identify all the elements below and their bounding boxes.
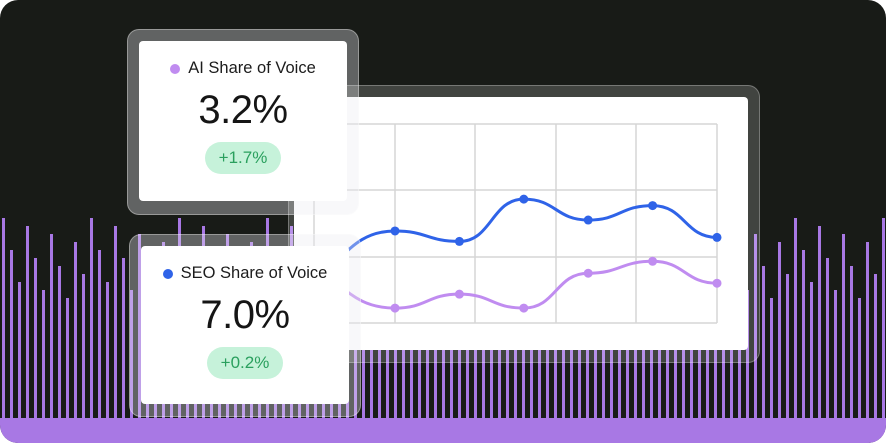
stripe bbox=[850, 266, 853, 443]
stripe bbox=[106, 282, 109, 443]
line-chart-panel bbox=[294, 97, 748, 350]
stripe bbox=[658, 290, 661, 443]
stripe bbox=[18, 282, 21, 443]
stripe bbox=[482, 290, 485, 443]
stripe bbox=[410, 266, 413, 443]
stripe bbox=[474, 258, 477, 443]
stripe bbox=[82, 274, 85, 443]
stripe bbox=[866, 242, 869, 443]
stripe bbox=[570, 290, 573, 443]
stripe bbox=[762, 266, 765, 443]
stripe bbox=[810, 282, 813, 443]
stripe bbox=[458, 282, 461, 443]
series-point bbox=[390, 226, 400, 236]
stripe bbox=[610, 274, 613, 443]
stripe bbox=[66, 298, 69, 443]
stripe-base bbox=[0, 418, 886, 443]
stripe bbox=[562, 258, 565, 443]
series-point bbox=[648, 201, 658, 211]
stripe bbox=[770, 298, 773, 443]
seo-change-badge: +0.2% bbox=[206, 347, 284, 379]
stripe bbox=[682, 298, 685, 443]
stripe bbox=[138, 234, 141, 443]
ai-share-value: 3.2% bbox=[198, 88, 288, 132]
stripe bbox=[594, 298, 597, 443]
stripe bbox=[738, 258, 741, 443]
stripe bbox=[434, 274, 437, 443]
stripe bbox=[26, 226, 29, 443]
stripe bbox=[754, 234, 757, 443]
stripe bbox=[370, 282, 373, 443]
line-chart bbox=[294, 123, 722, 324]
stripe bbox=[34, 258, 37, 443]
stripe bbox=[522, 274, 525, 443]
stripe bbox=[842, 234, 845, 443]
ai-share-label: AI Share of Voice bbox=[188, 59, 316, 77]
series-point bbox=[648, 256, 658, 266]
stripe bbox=[498, 266, 501, 443]
series-point bbox=[454, 236, 464, 246]
stripe bbox=[130, 290, 133, 443]
ai-share-card: AI Share of Voice 3.2% +1.7% bbox=[139, 41, 347, 201]
stripe bbox=[506, 298, 509, 443]
seo-share-card: SEO Share of Voice 7.0% +0.2% bbox=[141, 246, 349, 404]
ai-share-label-row: AI Share of Voice bbox=[170, 59, 316, 78]
stripe bbox=[2, 218, 5, 443]
stripe bbox=[418, 298, 421, 443]
stripe bbox=[834, 290, 837, 443]
stripe bbox=[122, 258, 125, 443]
seo-share-value: 7.0% bbox=[200, 293, 290, 337]
seo-share-label: SEO Share of Voice bbox=[180, 264, 328, 282]
stripe bbox=[826, 258, 829, 443]
stripe bbox=[634, 282, 637, 443]
stripe bbox=[386, 258, 389, 443]
stripe bbox=[90, 218, 93, 443]
chart-grid bbox=[313, 123, 718, 324]
series-point bbox=[712, 232, 722, 242]
stripe bbox=[802, 250, 805, 443]
series-point bbox=[519, 194, 529, 204]
stripe bbox=[722, 282, 725, 443]
series-point bbox=[583, 215, 593, 225]
series-point bbox=[519, 303, 529, 313]
stripe bbox=[114, 226, 117, 443]
stripe bbox=[50, 234, 53, 443]
stripe bbox=[98, 250, 101, 443]
series-point bbox=[390, 303, 400, 313]
stripe bbox=[882, 218, 885, 443]
stripe bbox=[546, 282, 549, 443]
stripe bbox=[786, 274, 789, 443]
stripe bbox=[794, 218, 797, 443]
stripe bbox=[874, 274, 877, 443]
stripe bbox=[818, 226, 821, 443]
stripe bbox=[650, 258, 653, 443]
stripe bbox=[42, 290, 45, 443]
seo-legend-dot bbox=[162, 268, 173, 279]
seo-share-label-row: SEO Share of Voice bbox=[162, 264, 328, 283]
stripe bbox=[10, 250, 13, 443]
stripe bbox=[858, 298, 861, 443]
stripe bbox=[698, 274, 701, 443]
stripe bbox=[586, 266, 589, 443]
ai-change-badge: +1.7% bbox=[204, 142, 282, 174]
series-point bbox=[583, 268, 593, 278]
stripe bbox=[746, 290, 749, 443]
series-point bbox=[712, 278, 722, 288]
series-point bbox=[454, 289, 464, 299]
stripe bbox=[674, 266, 677, 443]
stripe bbox=[58, 266, 61, 443]
stripe bbox=[778, 242, 781, 443]
stripe bbox=[394, 290, 397, 443]
chart-series bbox=[294, 194, 722, 313]
stripe bbox=[74, 242, 77, 443]
ai-legend-dot bbox=[170, 63, 181, 74]
